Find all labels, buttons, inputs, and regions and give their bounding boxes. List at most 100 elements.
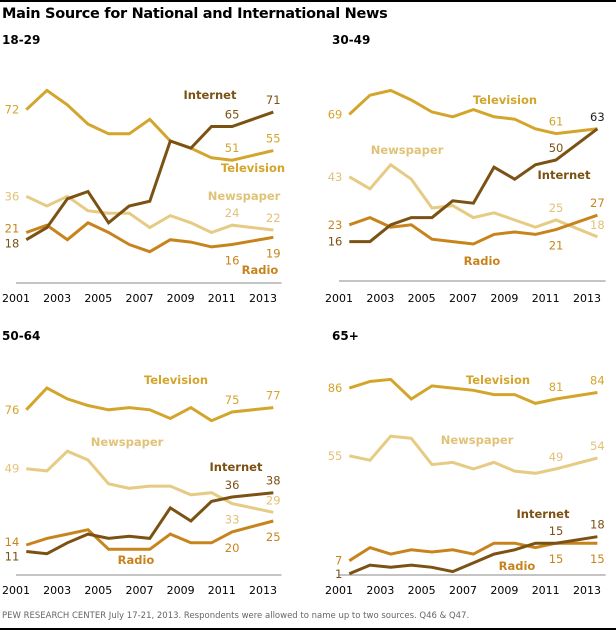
series-label-television: Television xyxy=(221,161,285,175)
x-tick-label: 2009 xyxy=(490,584,518,597)
series-label-internet: Internet xyxy=(538,168,591,182)
data-label: 76 xyxy=(5,403,20,417)
panel-18-29: 18-29 2001 2003 2005 2007 2009 2011 2013 Newspap… xyxy=(2,33,285,305)
series-label-radio: Radio xyxy=(242,263,279,277)
series-line-radio xyxy=(25,519,274,551)
panel-30-49: 30-49 2001 2003 2005 2007 2009 2011 2013 Newspap… xyxy=(325,33,606,305)
x-tick-label: 2009 xyxy=(167,584,195,597)
data-label: 25 xyxy=(266,530,281,544)
series-label-television: Television xyxy=(473,93,537,107)
chart-title: Main Source for National and Internation… xyxy=(2,6,388,22)
x-tick-label: 2011 xyxy=(208,584,236,597)
series-line-radio xyxy=(348,541,598,562)
x-tick-label: 2001 xyxy=(2,292,30,305)
x-tick-label: 2005 xyxy=(84,584,112,597)
data-label: 51 xyxy=(225,141,240,155)
data-label: 15 xyxy=(590,552,605,566)
series-line-internet xyxy=(349,127,599,244)
x-tick-label: 2003 xyxy=(43,292,71,305)
x-tick-label: 2005 xyxy=(408,292,436,305)
series-label-internet: Internet xyxy=(184,88,237,102)
x-tick-label: 2011 xyxy=(208,292,236,305)
series-label-internet: Internet xyxy=(210,460,263,474)
data-label: 63 xyxy=(590,110,605,124)
series-line-television xyxy=(25,386,274,423)
x-tick-label: 2005 xyxy=(84,292,112,305)
series-line-newspaper xyxy=(26,449,274,514)
data-label: 43 xyxy=(328,170,343,184)
data-label: 86 xyxy=(328,381,343,395)
data-label: 65 xyxy=(225,108,240,122)
data-label: 54 xyxy=(590,439,605,453)
x-tick-label: 2001 xyxy=(2,584,30,597)
data-label: 36 xyxy=(5,189,20,203)
x-tick-label: 2001 xyxy=(325,292,353,305)
data-label: 7 xyxy=(335,554,342,568)
x-tick-label: 2009 xyxy=(167,292,195,305)
top-rule xyxy=(0,0,616,2)
x-tick-label: 2003 xyxy=(366,292,394,305)
data-label: 11 xyxy=(5,550,20,564)
data-label: 22 xyxy=(266,211,281,225)
x-tick-label: 2003 xyxy=(366,584,394,597)
series-line-television xyxy=(25,88,274,162)
x-tick-label: 2011 xyxy=(532,292,560,305)
data-label: 50 xyxy=(549,141,564,155)
series-label-newspaper: Newspaper xyxy=(91,435,164,449)
data-label: 21 xyxy=(5,221,20,235)
x-tick-label: 2013 xyxy=(249,584,277,597)
data-label: 49 xyxy=(549,450,564,464)
series-label-radio: Radio xyxy=(464,254,501,268)
x-tick-label: 2007 xyxy=(449,584,477,597)
x-tick-label: 2013 xyxy=(573,292,601,305)
x-tick-label: 2013 xyxy=(573,584,601,597)
x-tick-label: 2009 xyxy=(490,292,518,305)
panel-title: 30-49 xyxy=(332,33,370,47)
series-line-internet xyxy=(348,535,598,576)
data-label: 16 xyxy=(328,235,343,249)
data-label: 81 xyxy=(549,380,564,394)
data-label: 19 xyxy=(266,246,281,260)
data-label: 1 xyxy=(335,567,342,581)
series-label-newspaper: Newspaper xyxy=(208,189,281,203)
panel-title: 18-29 xyxy=(2,33,40,47)
series-label-radio: Radio xyxy=(118,553,155,567)
series-label-newspaper: Newspaper xyxy=(371,143,444,157)
x-tick-label: 2001 xyxy=(325,584,353,597)
series-line-television xyxy=(348,377,598,405)
data-label: 75 xyxy=(225,393,240,407)
series-line-television xyxy=(348,88,598,136)
data-label: 27 xyxy=(590,196,605,210)
series-label-radio: Radio xyxy=(499,559,536,573)
x-tick-label: 2007 xyxy=(125,584,153,597)
x-tick-label: 2007 xyxy=(125,292,153,305)
data-label: 23 xyxy=(328,218,343,232)
data-label: 15 xyxy=(549,552,564,566)
bottom-rule xyxy=(0,628,616,630)
data-label: 20 xyxy=(225,541,240,555)
data-label: 84 xyxy=(590,373,605,387)
series-label-internet: Internet xyxy=(517,507,570,521)
panel-title: 50-64 xyxy=(2,329,40,343)
data-label: 72 xyxy=(5,103,20,117)
data-label: 55 xyxy=(266,132,281,146)
series-line-internet xyxy=(26,491,274,556)
x-tick-label: 2011 xyxy=(532,584,560,597)
data-label: 61 xyxy=(549,115,564,129)
x-tick-label: 2003 xyxy=(43,584,71,597)
data-label: 18 xyxy=(5,237,20,251)
x-tick-label: 2007 xyxy=(449,292,477,305)
x-tick-label: 2005 xyxy=(408,584,436,597)
data-label: 29 xyxy=(266,493,281,507)
data-label: 38 xyxy=(266,474,281,488)
data-label: 14 xyxy=(5,535,20,549)
data-label: 71 xyxy=(266,93,281,107)
series-line-newspaper xyxy=(348,434,598,475)
data-label: 18 xyxy=(590,518,605,532)
data-label: 24 xyxy=(225,206,240,220)
series-line-newspaper xyxy=(348,162,598,239)
data-label: 55 xyxy=(328,449,343,463)
series-line-radio xyxy=(25,221,274,254)
